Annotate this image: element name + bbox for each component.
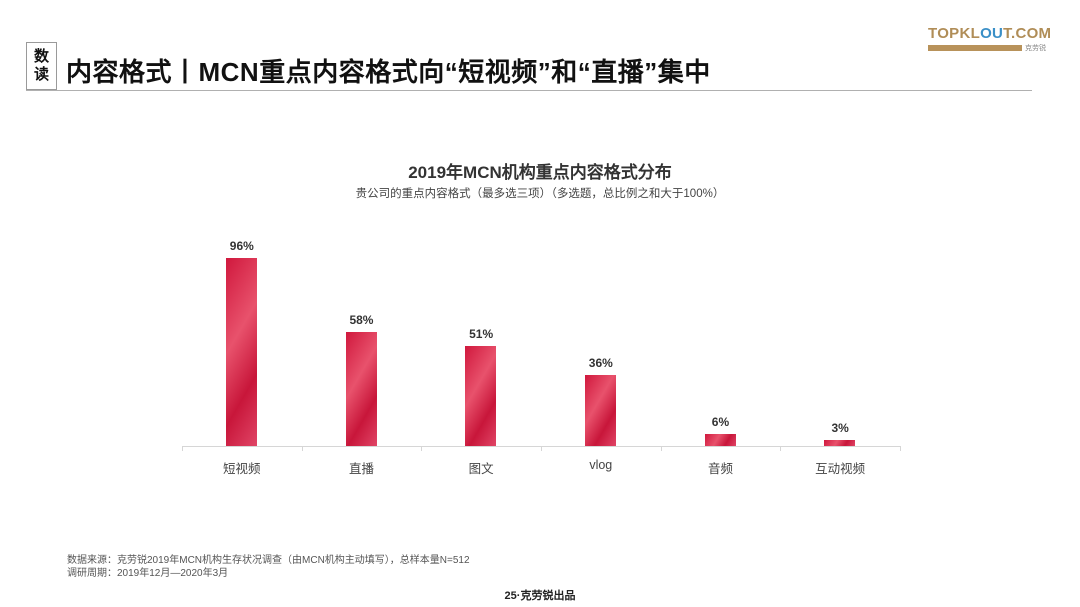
bar — [704, 434, 736, 446]
page-footer: 25·克劳锐出品 — [504, 590, 576, 602]
bar-group: 96% 短视频 — [182, 220, 302, 488]
category-label: vlog — [589, 458, 613, 472]
bar-group: 6% 音频 — [661, 220, 781, 488]
category-label: 互动视频 — [815, 462, 866, 476]
footnote: 数据来源：克劳锐2019年MCN机构生存状况调查（由MCN机构主动填写），总样本… — [67, 554, 470, 580]
axis-tick — [182, 446, 183, 451]
bar-value-label: 3% — [831, 421, 849, 436]
section-badge: 数 读 — [26, 42, 57, 90]
brand-logo: TOPKLOUT.COM 克劳锐 — [928, 25, 1056, 53]
category-label: 图文 — [468, 462, 494, 476]
badge-char-2: 读 — [33, 66, 49, 83]
logo-text: TOPKLOUT.COM — [928, 25, 1052, 42]
page-title: 内容格式丨MCN重点内容格式向“短视频”和“直播”集中 — [66, 57, 711, 87]
category-label: 短视频 — [223, 462, 261, 476]
category-label: 直播 — [348, 462, 374, 476]
bar — [585, 375, 616, 446]
logo-strip — [928, 45, 1022, 51]
axis-tick — [780, 446, 782, 451]
bar-value-label: 36% — [588, 356, 613, 371]
axis-tick — [421, 446, 423, 451]
data-source: 数据来源：克劳锐2019年MCN机构生存状况调查（由MCN机构主动填写），总样本… — [67, 555, 470, 566]
bar-group: 36% vlog — [541, 220, 661, 488]
axis-tick — [660, 446, 662, 451]
bar-value-label: 96% — [229, 238, 254, 253]
bar-value-label: 58% — [349, 313, 374, 328]
bar — [824, 440, 856, 446]
bar-group: 58% 直播 — [302, 220, 422, 488]
bar — [465, 346, 497, 446]
bar-chart: 96% 短视频 58% 直播 51% 图文 36% vlog 6% 音频 3% 互动视频 — [182, 220, 901, 488]
logo-brand-cn: 克劳锐 — [1025, 45, 1046, 52]
bar — [345, 332, 377, 446]
axis-tick — [900, 446, 901, 451]
axis-tick — [541, 446, 542, 451]
category-label: 音频 — [707, 462, 733, 476]
bar-group: 51% 图文 — [421, 220, 541, 488]
chart-title: 2019年MCN机构重点内容格式分布 — [408, 163, 672, 182]
title-divider — [26, 90, 1032, 91]
bar-value-label: 6% — [711, 415, 730, 430]
bar-group: 3% 互动视频 — [780, 220, 900, 488]
badge-char-1: 数 — [33, 48, 49, 65]
bar — [226, 257, 257, 446]
axis-tick — [301, 446, 303, 451]
chart-subtitle: 贵公司的重点内容格式（最多选三项）（多选题，总比例之和大于100%） — [355, 188, 725, 200]
survey-period: 调研周期：2019年12月—2020年3月 — [67, 568, 229, 579]
bar-value-label: 51% — [469, 327, 494, 342]
